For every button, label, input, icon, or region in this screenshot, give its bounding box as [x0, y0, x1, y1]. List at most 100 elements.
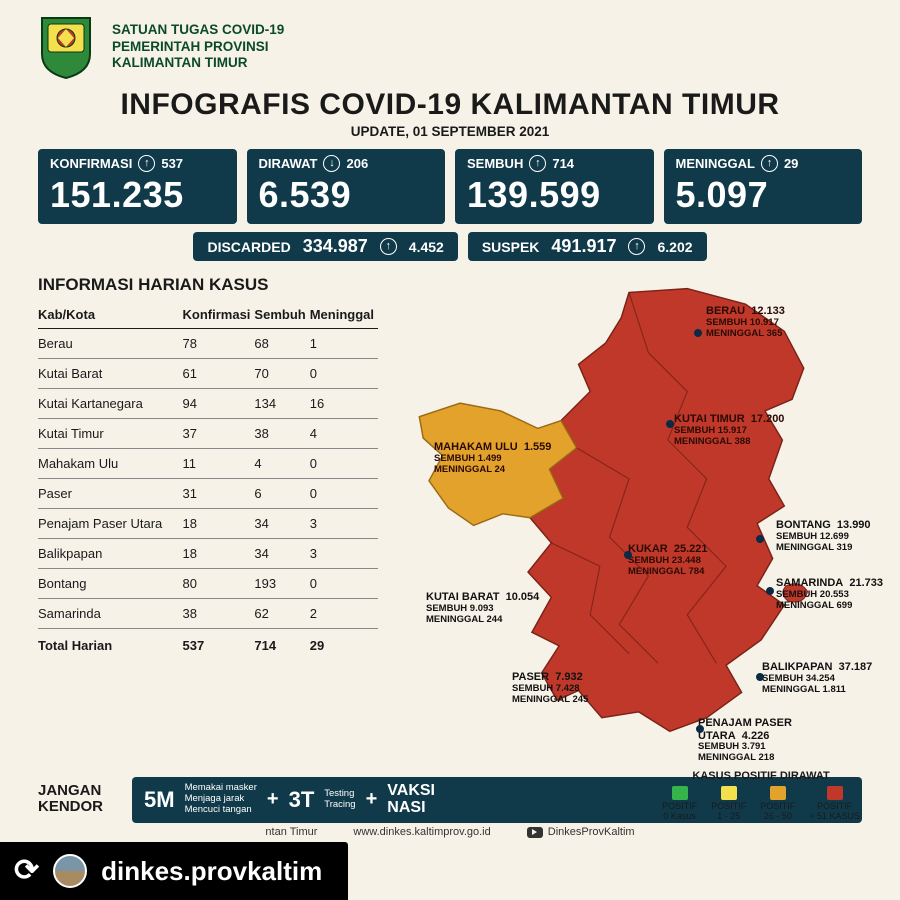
stat-label: KONFIRMASI [50, 156, 132, 171]
table-row: Berau78681 [38, 329, 378, 359]
stat-delta: 537 [161, 156, 183, 171]
plus-icon: + [366, 788, 378, 811]
arrow-icon: ↑ [380, 238, 397, 255]
kendor: KENDOR [38, 799, 118, 815]
5m-lines: Memakai masker Menjaga jarak Mencuci tan… [185, 783, 257, 816]
table-title: INFORMASI HARIAN KASUS [38, 275, 378, 295]
sub-value: 491.917 [551, 236, 616, 257]
header-line3: KALIMANTAN TIMUR [112, 55, 284, 72]
stat-value: 151.235 [50, 174, 225, 216]
table-row: Paser3160 [38, 479, 378, 509]
map-region-label: BALIKPAPAN 37.187SEMBUH 34.254MENINGGAL … [762, 661, 872, 695]
legend-item: POSITIF1 - 25 [711, 786, 746, 822]
stat-label: SEMBUH [467, 156, 523, 171]
header-line1: SATUAN TUGAS COVID-19 [112, 22, 284, 39]
sub-value: 334.987 [303, 236, 368, 257]
map-region-label: BERAU 12.133SEMBUH 10.917MENINGGAL 365 [706, 305, 785, 339]
avatar [53, 854, 87, 888]
repost-handle: dinkes.provkaltim [101, 856, 322, 887]
sub-delta: 4.452 [409, 239, 444, 255]
daily-table: Kab/KotaKonfirmasiSembuhMeninggal Berau7… [38, 301, 378, 660]
legend-swatch [721, 786, 737, 800]
stat-label: DIRAWAT [259, 156, 318, 171]
table-header: Kab/Kota [38, 301, 183, 329]
stat-delta: 714 [552, 156, 574, 171]
table-total-row: Total Harian53771429 [38, 629, 378, 661]
header-line2: PEMERINTAH PROVINSI [112, 39, 284, 56]
map-dot-icon [696, 725, 704, 733]
table-header: Konfirmasi [183, 301, 255, 329]
plus-icon: + [267, 788, 279, 811]
map-dot-icon [694, 329, 702, 337]
stat-value: 6.539 [259, 174, 434, 216]
stat-value: 139.599 [467, 174, 642, 216]
arrow-icon: ↓ [323, 155, 340, 172]
5m-label: 5M [144, 787, 175, 813]
sub-label: DISCARDED [207, 239, 290, 255]
map-dot-icon [666, 420, 674, 428]
arrow-icon: ↑ [138, 155, 155, 172]
table-row: Kutai Barat61700 [38, 359, 378, 389]
map-region-label: KUTAI TIMUR 17.200SEMBUH 15.917MENINGGAL… [674, 413, 784, 447]
legend-item: POSITIF0 Kasus [662, 786, 697, 822]
map-region-label: KUTAI BARAT 10.054SEMBUH 9.093MENINGGAL … [426, 591, 539, 625]
table-row: Samarinda38622 [38, 599, 378, 629]
province-crest-icon [38, 14, 94, 80]
table-row: Balikpapan18343 [38, 539, 378, 569]
table-row: Bontang801930 [38, 569, 378, 599]
legend-swatch [770, 786, 786, 800]
stat-delta: 29 [784, 156, 798, 171]
map-region-label: BONTANG 13.990SEMBUH 12.699MENINGGAL 319 [776, 519, 871, 553]
vaksinasi-label: VAKSI NASI [387, 783, 435, 817]
map-dot-icon [756, 673, 764, 681]
footer-right: DinkesProvKaltim [548, 826, 635, 838]
footer-left: ntan Timur [265, 826, 317, 838]
update-date: UPDATE, 01 SEPTEMBER 2021 [38, 124, 862, 139]
map-region-label: PASER 7.932SEMBUH 7.428MENINGGAL 245 [512, 671, 588, 705]
map-dot-icon [756, 535, 764, 543]
header: SATUAN TUGAS COVID-19 PEMERINTAH PROVINS… [38, 14, 862, 80]
footer-links: ntan Timur www.dinkes.kaltimprov.go.id D… [0, 826, 900, 838]
table-row: Kutai Timur37384 [38, 419, 378, 449]
stat-card: DIRAWAT ↓ 206 6.539 [247, 149, 446, 224]
table-row: Kutai Kartanegara9413416 [38, 389, 378, 419]
map-dot-icon [624, 551, 632, 559]
main-stats: KONFIRMASI ↑ 537 151.235 DIRAWAT ↓ 206 6.539 SEM… [38, 149, 862, 224]
page-title: INFOGRAFIS COVID-19 KALIMANTAN TIMUR [38, 88, 862, 122]
arrow-icon: ↑ [529, 155, 546, 172]
map-region-label: MAHAKAM ULU 1.559SEMBUH 1.499MENINGGAL 2… [434, 441, 551, 475]
table-row: Mahakam Ulu1140 [38, 449, 378, 479]
jangan: JANGAN [38, 783, 118, 799]
3t-lines: Testing Tracing [324, 789, 355, 811]
table-row: Penajam Paser Utara18343 [38, 509, 378, 539]
legend-item: POSITIF26 - 50 [760, 786, 795, 822]
arrow-icon: ↑ [761, 155, 778, 172]
sub-stat-card: SUSPEK491.917↑6.202 [468, 232, 707, 261]
3t-label: 3T [289, 787, 315, 813]
map-region-label: KUKAR 25.221SEMBUH 23.448MENINGGAL 784 [628, 543, 707, 577]
stat-card: KONFIRMASI ↑ 537 151.235 [38, 149, 237, 224]
footer-mid: www.dinkes.kaltimprov.go.id [353, 826, 490, 838]
legend-swatch [827, 786, 843, 800]
stat-label: MENINGGAL [676, 156, 755, 171]
region-map: BERAU 12.133SEMBUH 10.917MENINGGAL 365 KU… [396, 275, 862, 765]
legend-swatch [672, 786, 688, 800]
stat-delta: 206 [346, 156, 368, 171]
repost-overlay[interactable]: ⟳ dinkes.provkaltim [0, 842, 348, 900]
stat-card: MENINGGAL ↑ 29 5.097 [664, 149, 863, 224]
arrow-icon: ↑ [628, 238, 645, 255]
sub-stats: DISCARDED334.987↑4.452SUSPEK491.917↑6.20… [38, 232, 862, 261]
sub-stat-card: DISCARDED 334.987 ↑ 4.452 [193, 232, 457, 261]
map-dot-icon [766, 587, 774, 595]
legend-item: POSITIF> 51 KASUS [809, 786, 860, 822]
stat-card: SEMBUH ↑ 714 139.599 [455, 149, 654, 224]
youtube-icon [527, 827, 543, 838]
repost-icon: ⟳ [14, 856, 39, 886]
stat-value: 5.097 [676, 174, 851, 216]
sub-delta: 6.202 [657, 239, 692, 255]
table-header: Meninggal [310, 301, 378, 329]
legend-title: KASUS POSITIF DIRAWAT [662, 770, 860, 782]
map-region-label: PENAJAM PASER UTARA 4.226SEMBUH 3.791MEN… [698, 717, 862, 764]
table-header: Sembuh [254, 301, 309, 329]
map-legend: KASUS POSITIF DIRAWAT POSITIF0 Kasus POSI… [662, 770, 860, 822]
